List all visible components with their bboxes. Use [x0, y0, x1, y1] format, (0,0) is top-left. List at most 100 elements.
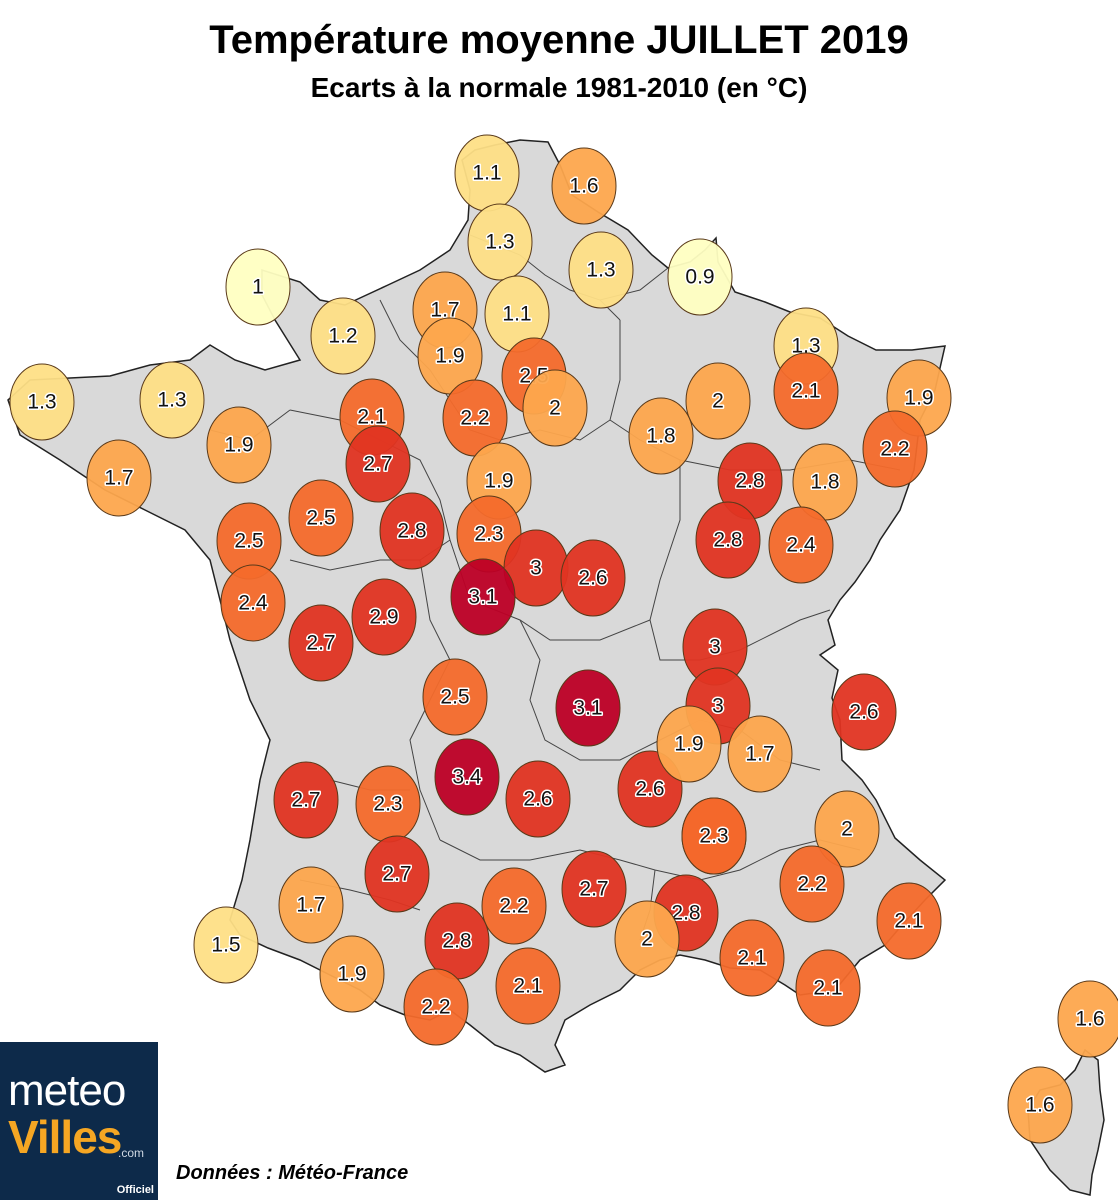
- station-value-label: 2.3: [373, 793, 402, 816]
- station-marker[interactable]: 2.9: [351, 578, 417, 656]
- station-value-label: 2.6: [635, 778, 664, 801]
- station-value-label: 2.2: [499, 895, 528, 918]
- station-marker[interactable]: 2.7: [345, 425, 411, 503]
- station-value-label: 2.4: [238, 592, 268, 615]
- station-marker[interactable]: 1.3: [139, 361, 205, 439]
- station-marker[interactable]: 2.8: [717, 442, 783, 520]
- station-value-label: 2: [641, 928, 653, 951]
- station-marker[interactable]: 3: [503, 529, 569, 607]
- station-marker[interactable]: 2.2: [403, 968, 469, 1046]
- station-marker[interactable]: 2.1: [719, 919, 785, 997]
- station-bubble: [862, 410, 928, 488]
- station-marker[interactable]: 1.2: [310, 297, 376, 375]
- station-marker[interactable]: 2.1: [795, 949, 861, 1027]
- station-bubble: [555, 669, 621, 747]
- station-bubble: [568, 231, 634, 309]
- station-marker[interactable]: 1: [225, 248, 291, 326]
- station-marker[interactable]: 2.8: [424, 902, 490, 980]
- station-bubble: [614, 900, 680, 978]
- station-bubble: [351, 578, 417, 656]
- station-bubble: [1057, 980, 1118, 1058]
- station-bubble: [310, 297, 376, 375]
- station-marker[interactable]: 1.6: [551, 147, 617, 225]
- station-marker[interactable]: 2.2: [779, 845, 845, 923]
- station-marker[interactable]: 1.8: [792, 443, 858, 521]
- station-marker[interactable]: 1.9: [417, 317, 483, 395]
- station-marker[interactable]: 2: [685, 362, 751, 440]
- station-marker[interactable]: 1.8: [628, 397, 694, 475]
- station-marker[interactable]: 2: [522, 369, 588, 447]
- station-marker[interactable]: 2: [814, 790, 880, 868]
- station-marker[interactable]: 2.6: [617, 750, 683, 828]
- station-marker[interactable]: 2.3: [681, 797, 747, 875]
- station-marker[interactable]: 2.8: [695, 501, 761, 579]
- station-value-label: 1.3: [27, 391, 56, 414]
- station-marker[interactable]: 2.7: [561, 850, 627, 928]
- station-marker[interactable]: 2.6: [831, 673, 897, 751]
- station-marker[interactable]: 2.1: [495, 947, 561, 1025]
- station-marker[interactable]: 2: [614, 900, 680, 978]
- station-marker[interactable]: 1.1: [454, 134, 520, 212]
- station-marker[interactable]: 2.1: [773, 352, 839, 430]
- station-bubble: [814, 790, 880, 868]
- station-value-label: 1.6: [569, 175, 598, 198]
- station-bubble: [719, 919, 785, 997]
- station-value-label: 1.7: [745, 743, 774, 766]
- station-marker[interactable]: 2.4: [220, 564, 286, 642]
- station-bubble: [288, 479, 354, 557]
- station-marker[interactable]: 3.1: [555, 669, 621, 747]
- station-value-label: 2.6: [578, 567, 607, 590]
- station-value-label: 2.5: [440, 686, 469, 709]
- station-marker[interactable]: 2.2: [442, 379, 508, 457]
- logo-meteo-text: meteo: [8, 1066, 126, 1115]
- station-marker[interactable]: 2.6: [505, 760, 571, 838]
- station-marker[interactable]: 1.5: [193, 906, 259, 984]
- station-value-label: 1.1: [502, 303, 531, 326]
- station-marker[interactable]: 1.9: [319, 935, 385, 1013]
- station-marker[interactable]: 2.8: [379, 492, 445, 570]
- station-marker[interactable]: 1.6: [1007, 1066, 1073, 1144]
- meteovilles-logo[interactable]: meteo Villes .com Officiel: [0, 1042, 158, 1200]
- station-bubble: [768, 506, 834, 584]
- station-bubble: [225, 248, 291, 326]
- station-marker[interactable]: 3.1: [450, 558, 516, 636]
- station-marker[interactable]: 2.2: [481, 867, 547, 945]
- station-marker[interactable]: 1.3: [467, 203, 533, 281]
- station-marker[interactable]: 2.7: [288, 604, 354, 682]
- station-marker[interactable]: 1.3: [568, 231, 634, 309]
- station-marker[interactable]: 2.5: [422, 658, 488, 736]
- station-marker[interactable]: 1.3: [9, 363, 75, 441]
- station-value-label: 1.9: [904, 387, 933, 410]
- station-marker[interactable]: 1.6: [1057, 980, 1118, 1058]
- station-marker[interactable]: 2.3: [355, 765, 421, 843]
- station-marker[interactable]: 1.9: [206, 406, 272, 484]
- station-marker[interactable]: 1.7: [86, 439, 152, 517]
- station-value-label: 2.9: [369, 606, 398, 629]
- station-marker[interactable]: 1.1: [484, 275, 550, 353]
- station-marker[interactable]: 1.7: [727, 715, 793, 793]
- station-marker[interactable]: 2.5: [216, 502, 282, 580]
- station-value-label: 1.7: [104, 467, 133, 490]
- station-bubble: [403, 968, 469, 1046]
- station-value-label: 2.2: [797, 873, 826, 896]
- station-marker[interactable]: 2.5: [288, 479, 354, 557]
- station-marker[interactable]: 2.2: [862, 410, 928, 488]
- station-marker[interactable]: 2.1: [876, 882, 942, 960]
- station-marker[interactable]: 3.4: [434, 738, 500, 816]
- station-bubble: [481, 867, 547, 945]
- station-bubble: [422, 658, 488, 736]
- station-value-label: 2.3: [474, 523, 503, 546]
- station-marker[interactable]: 2.7: [364, 835, 430, 913]
- station-value-label: 3: [712, 695, 724, 718]
- station-marker[interactable]: 1.7: [278, 866, 344, 944]
- station-value-label: 2.8: [671, 902, 700, 925]
- station-marker[interactable]: 1.9: [656, 705, 722, 783]
- station-marker[interactable]: 2.6: [560, 539, 626, 617]
- station-marker[interactable]: 2.4: [768, 506, 834, 584]
- station-marker[interactable]: 0.9: [667, 238, 733, 316]
- station-marker[interactable]: 2.7: [273, 761, 339, 839]
- station-marker[interactable]: 2.3: [456, 495, 522, 573]
- station-value-label: 2.1: [513, 975, 542, 998]
- station-value-label: 2.7: [306, 632, 335, 655]
- station-value-label: 2.5: [234, 530, 263, 553]
